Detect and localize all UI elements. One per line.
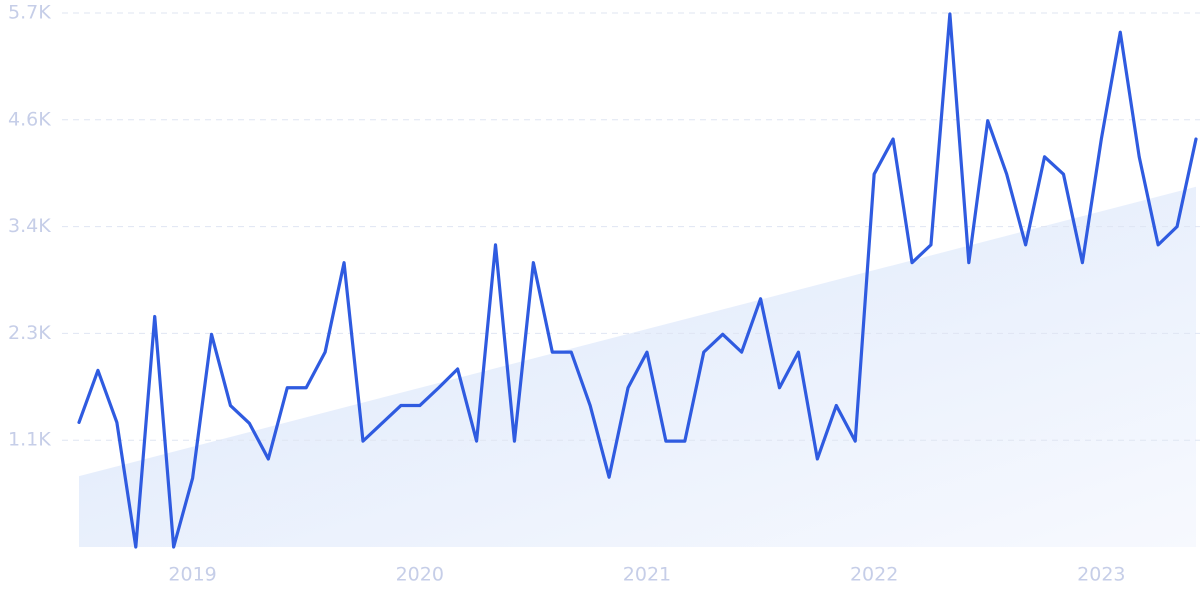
data-line — [77, 12, 1198, 549]
y-tick-label: 4.6K — [8, 108, 51, 130]
x-tick-label: 2023 — [1077, 564, 1125, 586]
x-tick-label: 2020 — [396, 564, 444, 586]
y-tick-label: 3.4K — [8, 215, 51, 237]
x-tick-label: 2019 — [168, 564, 216, 586]
x-tick-label: 2021 — [623, 564, 671, 586]
x-tick-label: 2022 — [850, 564, 898, 586]
y-tick-label: 1.1K — [8, 429, 51, 451]
y-tick-label: 2.3K — [8, 322, 51, 344]
y-tick-label: 5.7K — [8, 2, 51, 24]
